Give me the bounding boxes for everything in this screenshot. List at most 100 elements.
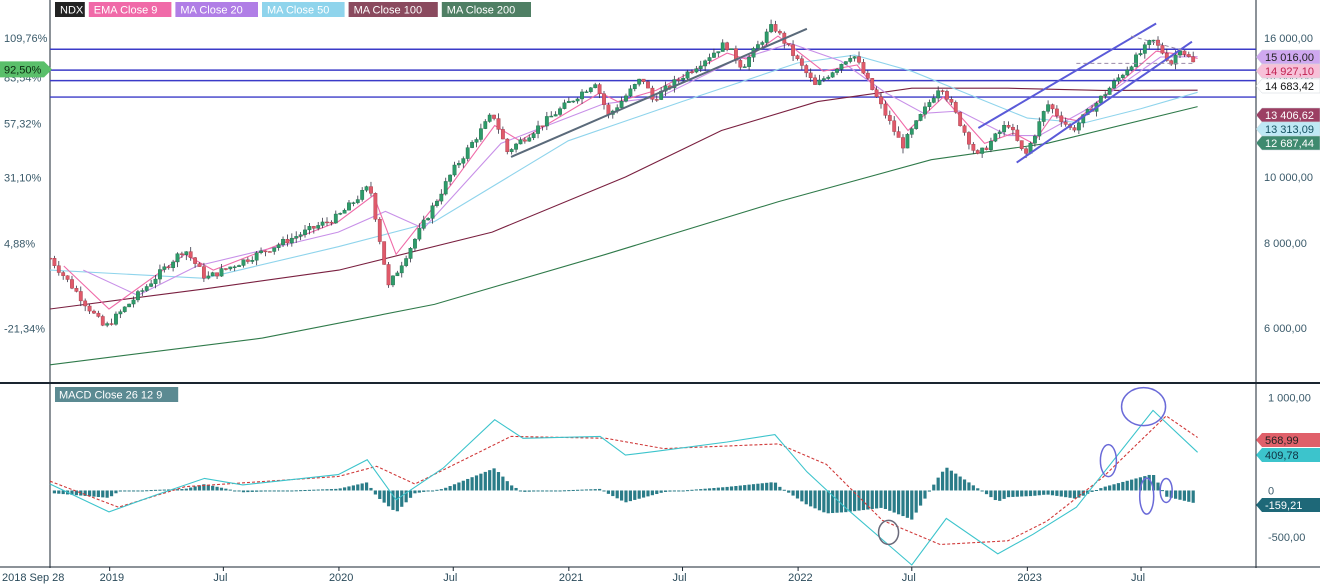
candle: [92, 309, 96, 315]
candle: [821, 76, 826, 83]
histogram-bar: [167, 489, 171, 491]
candle-body: [1046, 104, 1050, 112]
candle: [492, 114, 496, 121]
histogram-bar: [633, 490, 637, 500]
candle: [307, 222, 312, 235]
time-tick-label: Jul: [213, 572, 227, 584]
candle: [980, 147, 985, 158]
histogram-bar: [501, 476, 505, 491]
candle: [945, 89, 949, 102]
candle: [522, 137, 527, 144]
annotation-ellipse: [1099, 443, 1118, 478]
candle: [993, 132, 998, 143]
candle: [311, 225, 316, 234]
candle-body: [351, 202, 356, 204]
legend-label: MA Close 100: [354, 5, 422, 17]
histogram-bar: [488, 470, 492, 491]
candle-body: [953, 102, 958, 113]
candle-body: [962, 125, 967, 133]
histogram-bar: [391, 490, 395, 510]
candle: [870, 77, 875, 91]
candle: [408, 246, 413, 263]
candle-body: [1191, 56, 1196, 63]
histogram-bar: [263, 490, 268, 492]
histogram-bar: [936, 477, 940, 491]
histogram-bar: [96, 490, 100, 498]
histogram-bar: [241, 490, 246, 493]
candle-body: [1011, 127, 1015, 131]
histogram-bar: [562, 490, 567, 492]
histogram-bar: [861, 490, 866, 511]
histogram-bar: [334, 488, 338, 491]
candle-body: [254, 252, 259, 261]
annotation-ellipse: [1159, 477, 1173, 504]
histogram-bar: [703, 488, 707, 491]
channel-line: [1016, 40, 1193, 164]
histogram-bar: [439, 489, 443, 491]
candle-body: [901, 137, 905, 149]
histogram-bar: [663, 490, 668, 492]
histogram-bar: [312, 489, 316, 491]
histogram-bar: [602, 490, 606, 492]
histogram-bar: [685, 490, 690, 492]
candle-body: [624, 95, 628, 102]
candle-body: [492, 114, 496, 119]
histogram-bar: [598, 488, 602, 491]
candle-body: [971, 144, 976, 151]
histogram-bar: [1006, 490, 1011, 498]
candle: [1011, 123, 1015, 136]
candle-body: [879, 96, 883, 105]
candle-body: [813, 77, 817, 85]
candle: [1046, 100, 1050, 114]
histogram-bar: [984, 490, 989, 495]
histogram-bar: [962, 479, 967, 491]
candle: [949, 96, 954, 106]
time-tick-label: Jul: [673, 572, 687, 584]
candle-body: [109, 323, 114, 325]
histogram-bar: [883, 490, 888, 510]
candle-body: [865, 72, 870, 79]
candle-body: [848, 58, 853, 62]
histogram-bar: [92, 490, 96, 497]
candle-body: [1112, 80, 1116, 89]
histogram-bar: [1037, 490, 1041, 496]
candle-body: [949, 99, 954, 103]
candle: [1169, 59, 1174, 66]
candle: [201, 262, 206, 282]
histogram-bar: [123, 490, 127, 492]
annotation-ellipse: [1120, 386, 1167, 427]
candle: [276, 242, 281, 251]
candle-body: [1182, 50, 1187, 55]
histogram-bar: [272, 490, 276, 492]
candle-body: [118, 311, 123, 315]
macd-tag-label: 409,78: [1265, 450, 1299, 462]
legend-label: NDX: [60, 5, 84, 17]
candle: [184, 251, 189, 261]
candle: [619, 96, 624, 109]
candle-body: [804, 65, 809, 74]
candle: [958, 111, 963, 127]
candle: [487, 113, 492, 123]
candle-body: [870, 78, 875, 90]
candle-body: [465, 147, 470, 159]
candle: [228, 266, 233, 271]
candle-body: [584, 91, 589, 93]
candle-body: [597, 84, 602, 94]
candle-body: [654, 99, 659, 101]
candle-body: [1024, 148, 1029, 154]
histogram-bar: [624, 490, 628, 503]
histogram-bar: [479, 473, 483, 491]
histogram-bar: [514, 487, 518, 491]
histogram-bar: [707, 488, 712, 491]
candle-body: [457, 163, 461, 166]
candle-body: [149, 283, 154, 287]
candle-body: [571, 100, 576, 103]
histogram-bar: [211, 485, 215, 491]
histogram-bar: [1033, 490, 1037, 496]
candle: [597, 82, 602, 99]
histogram-bar: [496, 472, 501, 491]
candle: [531, 131, 536, 141]
histogram-bar: [202, 484, 206, 491]
candle-body: [896, 131, 901, 138]
